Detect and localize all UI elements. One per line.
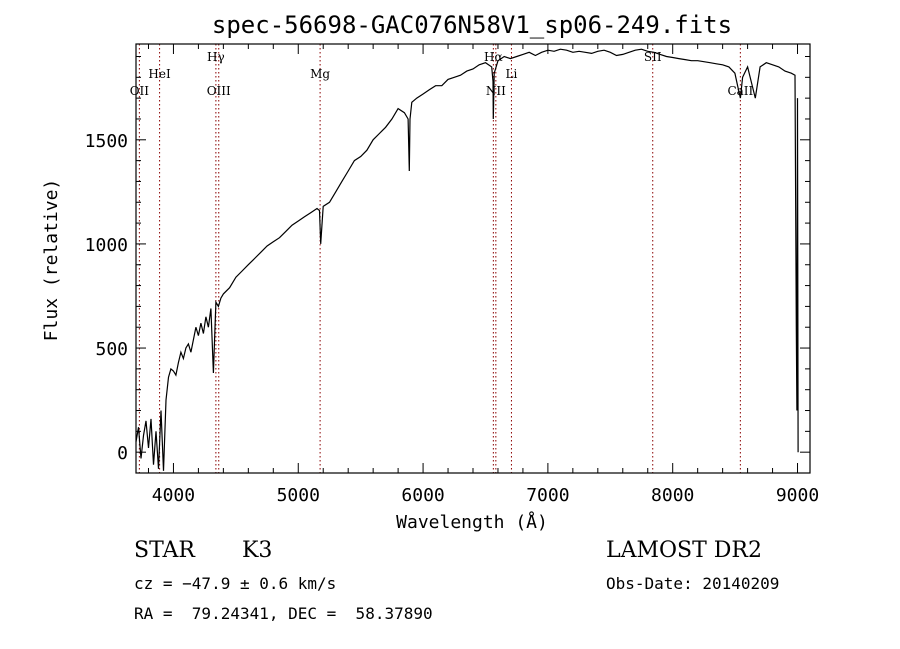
spectral-marker-label: CaII [727,84,753,98]
object-class: STAR [134,538,195,563]
chart-title: spec-56698-GAC076N58V1_sp06-249.fits [212,11,732,39]
y-tick-label: 1500 [85,131,128,152]
spectrum-line [135,48,799,471]
spectral-marker-label: OIII [207,84,231,98]
spectral-marker-label: Hα [484,50,503,64]
spectral-marker-label: Hγ [207,50,225,64]
survey-name: LAMOST DR2 [606,538,762,563]
y-tick-label: 500 [95,339,128,360]
axis-ticks [136,44,810,474]
x-tick-label: 9000 [776,485,819,506]
spectral-marker-label: Li [506,67,518,81]
sky-coordinates: RA = 79.24341, DEC = 58.37890 [134,604,433,623]
plot-frame [135,43,811,474]
y-axis-label: Flux (relative) [41,179,62,342]
x-tick-label: 7000 [526,485,569,506]
x-tick-label: 6000 [401,485,444,506]
x-axis-label: Wavelength (Å) [396,511,548,533]
spectral-line-markers [138,44,741,473]
y-tick-label: 0 [117,443,128,464]
y-tick-label: 1000 [85,235,128,256]
x-tick-label: 4000 [152,485,195,506]
spectral-marker-label: NII [486,84,506,98]
x-tick-label: 8000 [651,485,694,506]
spectral-marker-label: HeI [148,67,171,81]
x-tick-label: 5000 [277,485,320,506]
spectral-marker-label: Mg [310,67,330,81]
observation-date: Obs-Date: 20140209 [606,574,780,593]
spectral-marker-label: OII [130,84,150,98]
axis-tick-labels: 4000 5000 6000 7000 8000 9000 0 500 1000 1500 [85,131,820,506]
object-subclass: K3 [242,538,273,563]
redshift-velocity: cz = −47.9 ± 0.6 km/s [134,574,337,593]
